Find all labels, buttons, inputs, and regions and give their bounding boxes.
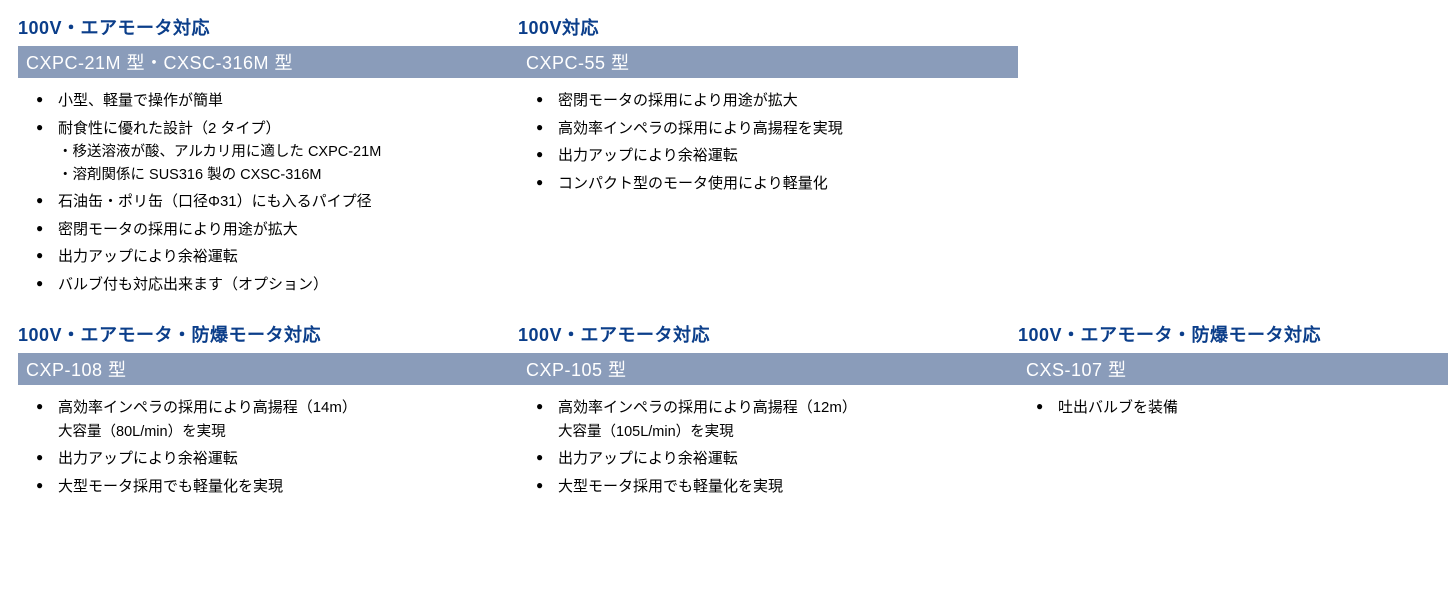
- feature-item: 出力アップにより余裕運転: [536, 143, 1000, 169]
- section-heading: 100V対応: [518, 10, 1018, 46]
- feature-item: 密閉モータの採用により用途が拡大: [536, 88, 1000, 114]
- feature-text: 吐出バルブを装備: [1058, 399, 1178, 416]
- model-bar: CXPC-55 型: [518, 46, 1018, 78]
- feature-text: 出力アップにより余裕運転: [558, 450, 738, 467]
- feature-text: 耐食性に優れた設計（2 タイプ）: [58, 120, 281, 137]
- feature-text: 出力アップにより余裕運転: [558, 147, 738, 164]
- feature-list: 高効率インペラの採用により高揚程（14m） 大容量（80L/min）を実現 出力…: [18, 385, 518, 499]
- section-cxp108: 100V・エアモータ・防爆モータ対応 CXP-108 型 高効率インペラの採用に…: [18, 317, 518, 519]
- section-heading: 100V・エアモータ・防爆モータ対応: [1018, 317, 1448, 353]
- feature-text: バルブ付も対応出来ます（オプション）: [58, 276, 328, 293]
- feature-subtext: 大容量（105L/min）を実現: [558, 421, 1000, 444]
- feature-subtext: ・溶剤関係に SUS316 製の CXSC-316M: [58, 164, 500, 187]
- feature-item: 耐食性に優れた設計（2 タイプ） ・移送溶液が酸、アルカリ用に適した CXPC-…: [36, 116, 500, 188]
- feature-text: 出力アップにより余裕運転: [58, 450, 238, 467]
- section-cxpc21m: 100V・エアモータ対応 CXPC-21M 型・CXSC-316M 型 小型、軽…: [18, 10, 518, 317]
- feature-item: 高効率インペラの採用により高揚程（14m） 大容量（80L/min）を実現: [36, 395, 500, 444]
- feature-list: 密閉モータの採用により用途が拡大 高効率インペラの採用により高揚程を実現 出力ア…: [518, 78, 1018, 196]
- feature-item: 大型モータ採用でも軽量化を実現: [536, 474, 1000, 500]
- product-grid: 100V・エアモータ対応 CXPC-21M 型・CXSC-316M 型 小型、軽…: [18, 10, 1432, 519]
- section-cxs107: 100V・エアモータ・防爆モータ対応 CXS-107 型 吐出バルブを装備: [1018, 317, 1448, 519]
- section-heading: 100V・エアモータ対応: [18, 10, 518, 46]
- feature-item: 出力アップにより余裕運転: [536, 446, 1000, 472]
- model-bar: CXPC-21M 型・CXSC-316M 型: [18, 46, 518, 78]
- model-bar: CXS-107 型: [1018, 353, 1448, 385]
- feature-list: 高効率インペラの採用により高揚程（12m） 大容量（105L/min）を実現 出…: [518, 385, 1018, 499]
- feature-text: 石油缶・ポリ缶（口径Φ31）にも入るパイプ径: [58, 193, 372, 210]
- section-cxpc55: 100V対応 CXPC-55 型 密閉モータの採用により用途が拡大 高効率インペ…: [518, 10, 1018, 317]
- feature-text: 密閉モータの採用により用途が拡大: [58, 221, 298, 238]
- feature-subtext: ・移送溶液が酸、アルカリ用に適した CXPC-21M: [58, 141, 500, 164]
- feature-item: 吐出バルブを装備: [1036, 395, 1430, 421]
- section-heading: 100V・エアモータ対応: [518, 317, 1018, 353]
- feature-text: 小型、軽量で操作が簡単: [58, 92, 223, 109]
- feature-item: 出力アップにより余裕運転: [36, 244, 500, 270]
- feature-list: 小型、軽量で操作が簡単 耐食性に優れた設計（2 タイプ） ・移送溶液が酸、アルカ…: [18, 78, 518, 297]
- feature-item: 密閉モータの採用により用途が拡大: [36, 217, 500, 243]
- feature-item: バルブ付も対応出来ます（オプション）: [36, 272, 500, 298]
- feature-text: 高効率インペラの採用により高揚程を実現: [558, 120, 843, 137]
- feature-subtext: 大容量（80L/min）を実現: [58, 421, 500, 444]
- feature-item: コンパクト型のモータ使用により軽量化: [536, 171, 1000, 197]
- feature-text: 高効率インペラの採用により高揚程（14m）: [58, 399, 357, 416]
- section-heading: 100V・エアモータ・防爆モータ対応: [18, 317, 518, 353]
- feature-item: 大型モータ採用でも軽量化を実現: [36, 474, 500, 500]
- model-bar: CXP-108 型: [18, 353, 518, 385]
- feature-item: 高効率インペラの採用により高揚程を実現: [536, 116, 1000, 142]
- feature-text: 大型モータ採用でも軽量化を実現: [558, 478, 783, 495]
- feature-text: 高効率インペラの採用により高揚程（12m）: [558, 399, 857, 416]
- feature-text: 出力アップにより余裕運転: [58, 248, 238, 265]
- section-empty: [1018, 10, 1448, 317]
- feature-item: 小型、軽量で操作が簡単: [36, 88, 500, 114]
- model-bar: CXP-105 型: [518, 353, 1018, 385]
- feature-list: 吐出バルブを装備: [1018, 385, 1448, 421]
- feature-item: 高効率インペラの採用により高揚程（12m） 大容量（105L/min）を実現: [536, 395, 1000, 444]
- feature-item: 石油缶・ポリ缶（口径Φ31）にも入るパイプ径: [36, 189, 500, 215]
- feature-text: コンパクト型のモータ使用により軽量化: [558, 175, 828, 192]
- section-cxp105: 100V・エアモータ対応 CXP-105 型 高効率インペラの採用により高揚程（…: [518, 317, 1018, 519]
- feature-text: 大型モータ採用でも軽量化を実現: [58, 478, 283, 495]
- feature-text: 密閉モータの採用により用途が拡大: [558, 92, 798, 109]
- feature-item: 出力アップにより余裕運転: [36, 446, 500, 472]
